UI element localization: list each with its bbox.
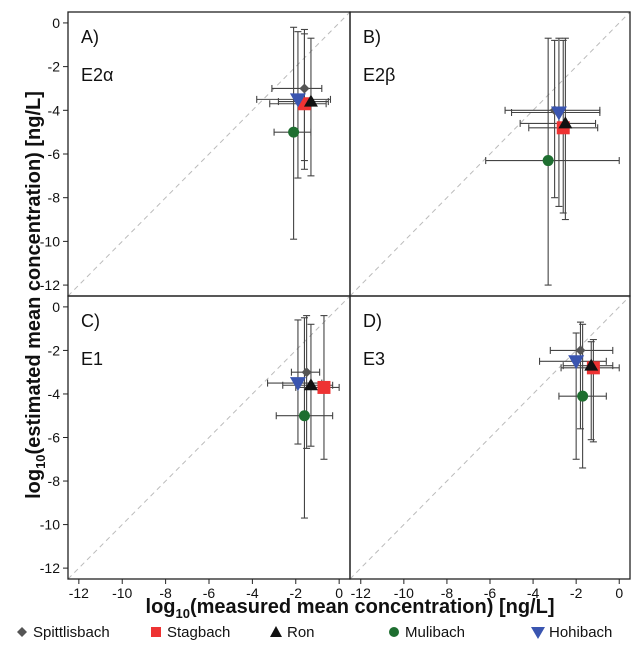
axis-label-log: log [146,596,176,618]
reference-line [349,295,631,580]
panel-c: -12 -10 -8 -6 -4 -2 0 -12 -10 -8 -6 -4 -2 0 C) E1 [40,295,351,601]
triangle-down-marker-icon [531,627,545,639]
x-tick-label: -4 [527,585,540,601]
legend-item-hohibach: Hohibach [531,624,612,641]
panel-compound: E2β [363,65,395,85]
panel-letter: A) [81,27,99,47]
panel-letter: D) [363,311,382,331]
point-ron [303,94,318,107]
point-hohibach [289,93,306,108]
point-ron [558,116,573,129]
y-tick-label: -4 [48,386,61,402]
point-mulibach [298,410,310,422]
x-tick-label: -4 [246,585,259,601]
error-bars-spittlisbach [549,321,614,430]
axis-label-rest: (estimated mean concentration) [ng/L] [23,91,45,454]
x-tick-label: -6 [203,585,216,601]
point-hohibach [568,355,585,370]
diamond-marker-icon [17,627,27,637]
x-tick-label: -12 [69,585,89,601]
x-tick-label: -2 [570,585,583,601]
square-marker-icon [151,627,161,637]
error-bars-hohibach [510,37,601,207]
legend-item-ron: Ron [270,624,315,641]
y-tick-label: -10 [40,517,60,533]
error-bars-ron [562,341,614,441]
reference-line [349,11,631,297]
y-tick-label: 0 [52,15,60,31]
point-spittlisbach [575,345,586,356]
panel-letter: B) [363,27,381,47]
legend-label: Stagbach [167,624,230,641]
point-mulibach [542,155,554,167]
axis-label-rest: (measured mean concentration) [ng/L] [190,596,555,618]
legend: Spittlisbach Stagbach Ron Mulibach Hohibach [17,624,612,641]
axis-label-log: log [23,469,45,499]
point-spittlisbach [301,367,312,378]
x-tick-label: -10 [394,585,414,601]
y-tick-label: 0 [52,299,60,315]
panel-compound: E2α [81,65,113,85]
y-tick-label: -12 [40,277,60,293]
axis-label-subscript: 10 [176,606,190,621]
point-spittlisbach [299,83,310,94]
x-tick-label: -8 [441,585,454,601]
y-axis-label: log10(estimated mean concentration) [ng/… [23,91,48,499]
legend-label: Hohibach [549,624,612,641]
y-tick-label: -12 [40,560,60,576]
legend-item-spittlisbach: Spittlisbach [17,624,110,641]
y-tick-label: -6 [48,146,61,162]
point-ron [303,378,318,391]
reference-line [67,295,351,580]
x-tick-label: -12 [351,585,371,601]
x-tick-label: 0 [335,585,343,601]
point-ron [584,358,599,371]
point-stagbach [317,380,331,394]
panel-a: -12 -10 -8 -6 -4 -2 0 A) E2α [40,11,351,297]
x-tick-label: -6 [484,585,497,601]
x-axis-label: log10(measured mean concentration) [ng/L… [146,596,555,621]
point-mulibach [577,390,589,402]
error-bars-spittlisbach [504,39,601,199]
triangle-up-marker-icon [270,626,282,637]
x-tick-label: -8 [159,585,172,601]
y-tick-label: -10 [40,233,60,249]
x-tick-label: -2 [290,585,303,601]
point-hohibach [550,106,567,121]
y-tick-label: -4 [48,102,61,118]
error-bars-stagbach [560,338,620,443]
circle-marker-icon [389,627,399,637]
y-tick-label: -2 [48,59,61,75]
reference-line [67,11,351,297]
legend-label: Mulibach [405,624,465,641]
y-tick-label: -8 [48,473,61,489]
panel-letter: C) [81,311,100,331]
legend-label: Spittlisbach [33,624,110,641]
panels-group: -12 -10 -8 -6 -4 -2 0 A) E2α B) E2β -12 -10 -8 -6 -4 -2 0… [40,11,631,601]
panel-b: B) E2β [349,11,631,297]
y-tick-label: -2 [48,342,61,358]
axis-label-subscript: 10 [33,454,48,468]
legend-item-stagbach: Stagbach [151,624,230,641]
x-tick-label: 0 [615,585,623,601]
panel-compound: E3 [363,349,385,369]
x-tick-label: -10 [112,585,132,601]
point-mulibach [288,126,300,138]
panel-d: -12 -10 -8 -6 -4 -2 0 D) E3 [349,295,631,601]
panel-compound: E1 [81,349,103,369]
legend-label: Ron [287,624,315,641]
point-hohibach [289,377,306,392]
legend-item-mulibach: Mulibach [389,624,465,641]
y-tick-label: -6 [48,430,61,446]
y-tick-label: -8 [48,190,61,206]
